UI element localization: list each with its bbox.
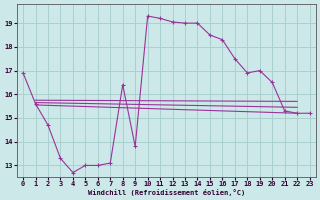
X-axis label: Windchill (Refroidissement éolien,°C): Windchill (Refroidissement éolien,°C) xyxy=(88,189,245,196)
